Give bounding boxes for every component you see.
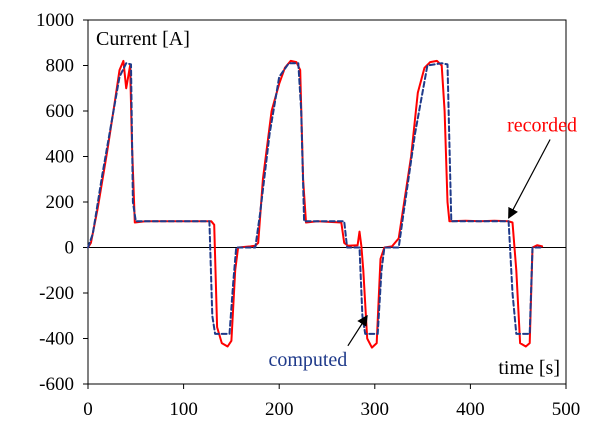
y-tick-label: -400 xyxy=(39,329,74,350)
series-line-recorded xyxy=(87,59,544,349)
annotation-arrow-recorded xyxy=(508,139,551,219)
x-tick-label: 0 xyxy=(83,399,93,420)
x-axis-title: time [s] xyxy=(498,357,560,379)
y-tick-label: 200 xyxy=(46,192,75,213)
y-axis-title: Current [A] xyxy=(96,28,190,50)
annotation-recorded: recorded xyxy=(507,114,577,136)
series-line-computed xyxy=(87,62,544,335)
x-tick-label: 100 xyxy=(169,399,198,420)
x-tick-label: 500 xyxy=(552,399,581,420)
y-tick-label: 600 xyxy=(46,101,75,122)
y-tick-label: -200 xyxy=(39,283,74,304)
x-tick-label: 200 xyxy=(265,399,294,420)
y-tick-label: 1000 xyxy=(36,10,74,31)
annotation-arrow-computed xyxy=(347,314,368,347)
x-tick-label: 300 xyxy=(361,399,390,420)
x-tick-label: 400 xyxy=(456,399,485,420)
plot-frame xyxy=(87,19,567,385)
y-tick-label: 0 xyxy=(65,238,75,259)
annotation-computed: computed xyxy=(268,349,347,371)
y-tick-label: 400 xyxy=(46,147,75,168)
y-tick-label: 800 xyxy=(46,56,75,77)
y-tick-label: -600 xyxy=(39,374,74,395)
